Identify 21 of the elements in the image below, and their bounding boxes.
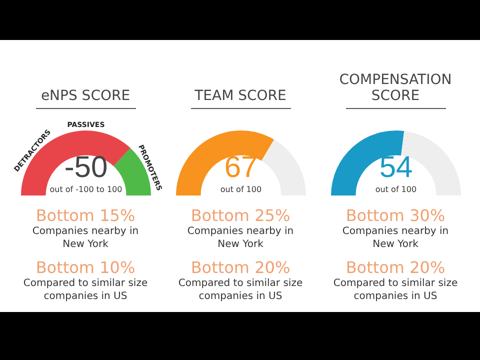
text: Companies nearby in New York <box>31 225 140 251</box>
text: Bottom 25% <box>190 206 292 225</box>
text: 54 <box>378 151 414 184</box>
text: 67 <box>224 151 258 184</box>
text: Bottom 30% <box>344 206 446 225</box>
text: Compared to similar size companies in US <box>177 277 304 303</box>
text: Bottom 20% <box>344 258 446 277</box>
chart-title: COMPENSATION SCORE <box>338 71 453 104</box>
text: Compared to similar size companies in US <box>22 277 149 303</box>
text: Companies nearby in New York <box>186 225 295 251</box>
text: Compared to similar size companies in US <box>332 277 459 303</box>
chart-title: eNPS SCORE <box>40 87 132 104</box>
text: Companies nearby in New York <box>341 225 450 251</box>
text: out of 100 <box>220 185 262 194</box>
chart-title: TEAM SCORE <box>194 87 288 104</box>
text: Bottom 10% <box>34 258 136 277</box>
text: Bottom 15% <box>34 206 136 225</box>
text: -50 <box>64 151 108 184</box>
text: out of -100 to 100 <box>50 185 122 194</box>
text: Bottom 20% <box>190 258 292 277</box>
text: out of 100 <box>374 185 418 195</box>
